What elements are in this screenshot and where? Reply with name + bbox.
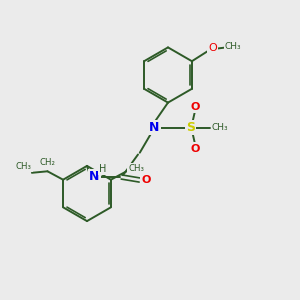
Text: O: O <box>191 101 200 112</box>
Text: CH₃: CH₃ <box>212 123 228 132</box>
Text: H: H <box>99 164 106 174</box>
Text: CH₃: CH₃ <box>16 162 32 171</box>
Text: S: S <box>186 121 195 134</box>
Text: O: O <box>141 175 151 185</box>
Text: N: N <box>89 170 100 184</box>
Text: CH₃: CH₃ <box>225 42 241 51</box>
Text: N: N <box>149 121 160 134</box>
Text: CH₃: CH₃ <box>128 164 144 173</box>
Text: O: O <box>208 43 217 53</box>
Text: O: O <box>191 143 200 154</box>
Text: CH₂: CH₂ <box>40 158 56 167</box>
